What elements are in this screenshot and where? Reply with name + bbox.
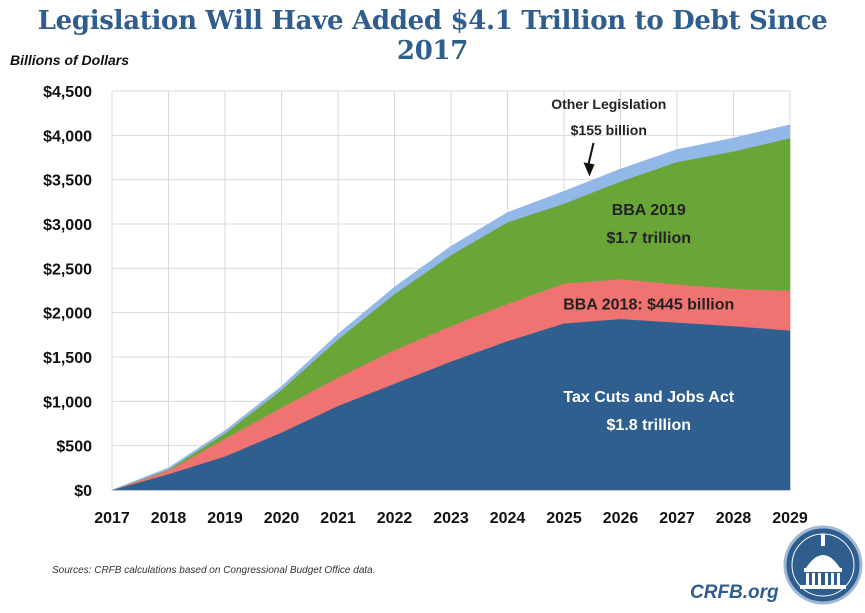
annotation-bba2019-line-1: $1.7 trillion	[607, 230, 691, 247]
annotation-tcja-line-0: Tax Cuts and Jobs Act	[563, 389, 734, 406]
x-axis-ticks: 2017 2018 2019 2020 2021 2022 2023 2024 2025 2026…	[94, 510, 808, 527]
x-tick-label-7: 2024	[490, 510, 526, 527]
y-axis-ticks: $0 $500 $1,000 $1,500 $2,000 $2,500 $3,000 $3,5…	[43, 84, 92, 500]
x-tick-label-9: 2026	[603, 510, 639, 527]
annotation-other-line-0: Other Legislation	[551, 96, 666, 112]
y-tick-label-8: $4,000	[43, 128, 92, 145]
x-tick-label-12: 2029	[772, 510, 808, 527]
brand-link[interactable]: CRFB.org	[690, 582, 779, 603]
annotation-arrow-head	[583, 162, 595, 177]
y-tick-label-3: $1,500	[43, 350, 92, 367]
x-tick-label-5: 2022	[377, 510, 413, 527]
annotation-other-line-1: $155 billion	[571, 122, 647, 138]
annotation-bba2018-line-0: BBA 2018: $445 billion	[563, 296, 734, 313]
y-tick-label-6: $3,000	[43, 217, 92, 234]
annotation-tcja: Tax Cuts and Jobs Act $1.8 trillion	[563, 389, 734, 434]
y-tick-label-0: $0	[74, 483, 92, 500]
x-tick-label-6: 2023	[433, 510, 469, 527]
x-tick-label-3: 2020	[264, 510, 300, 527]
area-other-legislation	[111, 124, 791, 491]
chart-title: Legislation Will Have Added $4.1 Trillio…	[37, 6, 828, 66]
y-tick-label-4: $2,000	[43, 306, 92, 323]
annotation-bba2018: BBA 2018: $445 billion	[563, 296, 734, 313]
x-tick-label-8: 2025	[546, 510, 582, 527]
annotations: Other Legislation $155 billion BBA 2019 $1.…	[551, 96, 735, 434]
y-tick-label-9: $4,500	[43, 84, 92, 101]
source-note: Sources: CRFB calculations based on Cong…	[52, 565, 376, 576]
x-tick-label-0: 2017	[94, 510, 130, 527]
y-tick-label-2: $1,000	[43, 394, 92, 411]
y-tick-label-1: $500	[56, 439, 92, 456]
stacked-area-chart: $0 $500 $1,000 $1,500 $2,000 $2,500 $3,000 $3,5…	[43, 84, 808, 527]
x-tick-label-10: 2027	[659, 510, 695, 527]
annotation-tcja-line-1: $1.8 trillion	[607, 417, 691, 434]
y-tick-label-7: $3,500	[43, 173, 92, 190]
area-series	[111, 124, 791, 491]
x-tick-label-4: 2021	[320, 510, 356, 527]
annotation-bba2019: BBA 2019 $1.7 trillion	[607, 202, 691, 247]
annotation-other: Other Legislation $155 billion	[551, 96, 666, 138]
capitol-seal-logo	[783, 525, 863, 605]
y-tick-label-5: $2,500	[43, 261, 92, 278]
y-axis-label: Billions of Dollars	[10, 52, 130, 68]
x-tick-label-2: 2019	[207, 510, 243, 527]
annotation-bba2019-line-0: BBA 2019	[612, 202, 686, 219]
x-tick-label-11: 2028	[716, 510, 752, 527]
x-tick-label-1: 2018	[151, 510, 187, 527]
